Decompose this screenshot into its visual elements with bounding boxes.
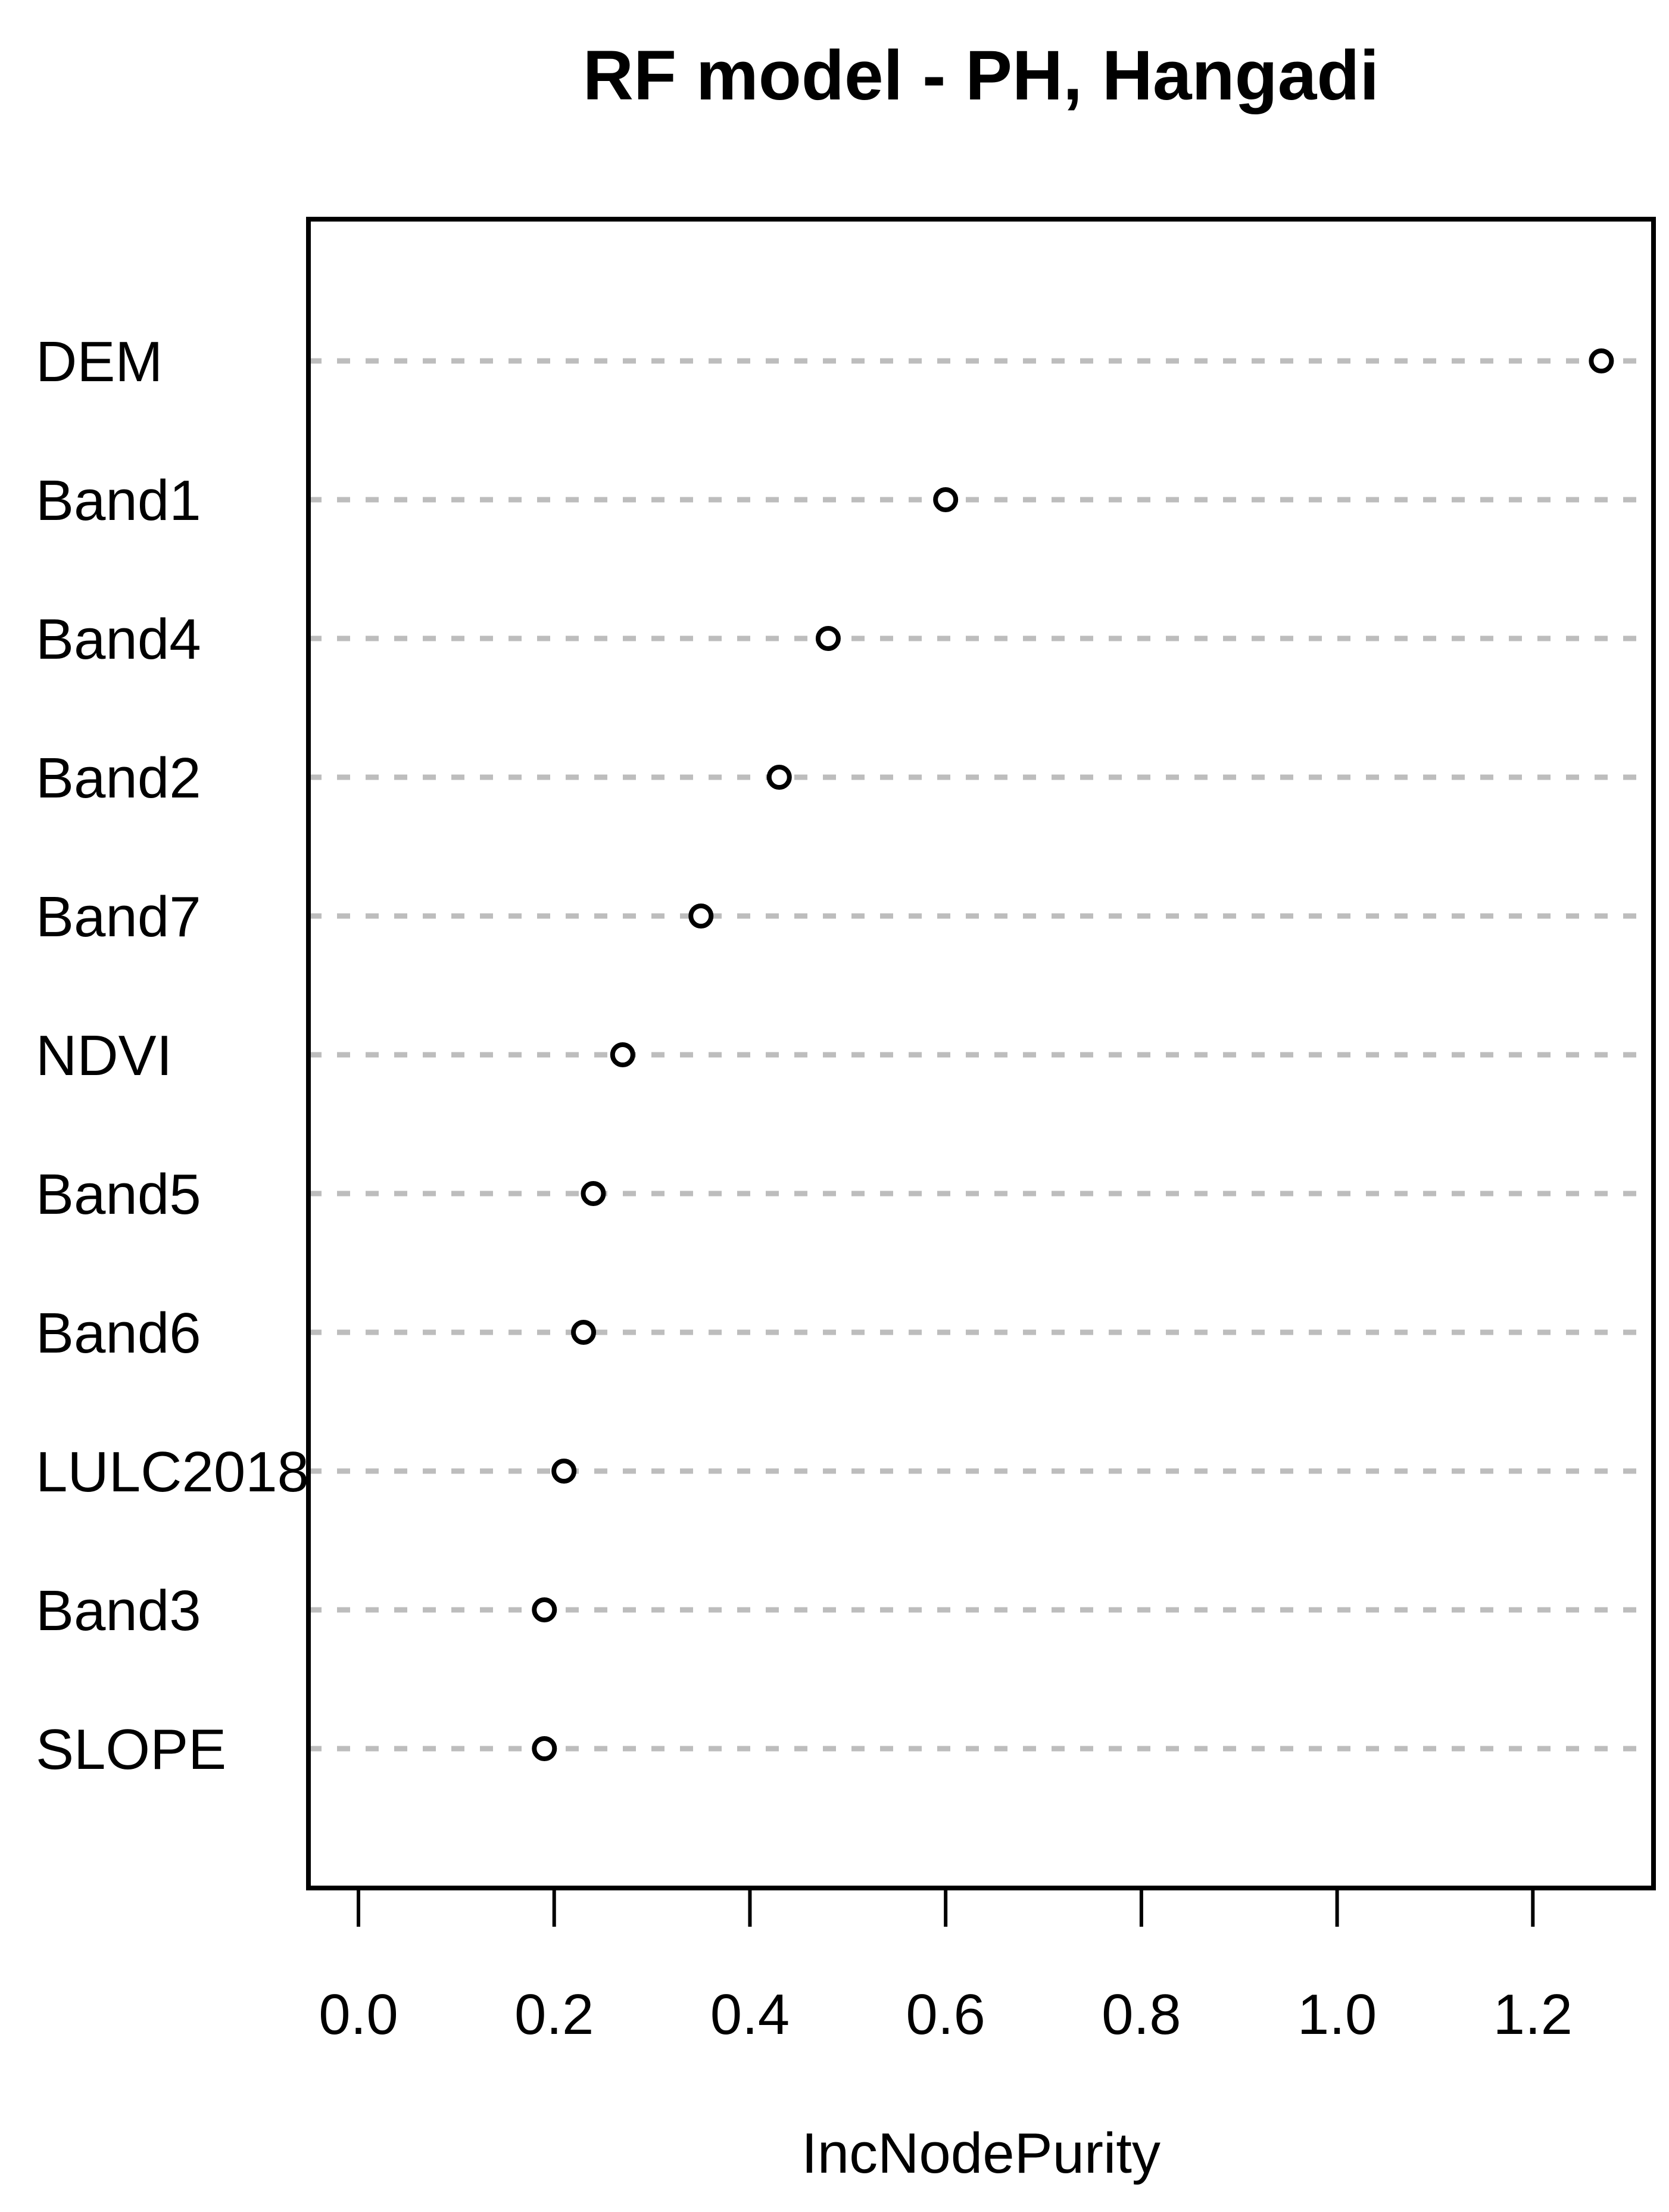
data-point-circle — [688, 904, 714, 929]
x-tick-label: 0.4 — [710, 1983, 790, 2046]
y-axis-label: Band5 — [36, 1163, 201, 1226]
x-tick-label: 0.6 — [906, 1983, 985, 2046]
data-point-circle — [571, 1320, 597, 1345]
chart-title: RF model - PH, Hangadi — [582, 36, 1380, 115]
data-point-circle — [610, 1042, 635, 1067]
data-point-circle — [1589, 348, 1614, 373]
y-axis-label: DEM — [36, 330, 163, 394]
data-point-circle — [581, 1181, 606, 1206]
plot-box — [306, 217, 1656, 1890]
x-tick-label: 1.2 — [1493, 1983, 1573, 2046]
y-axis-label: Band6 — [36, 1301, 201, 1365]
y-axis-label: SLOPE — [36, 1718, 226, 1781]
y-axis-label: Band3 — [36, 1579, 201, 1643]
data-point-circle — [532, 1597, 557, 1622]
y-axis-label: NDVI — [36, 1024, 172, 1088]
x-tick-label: 0.0 — [319, 1983, 398, 2046]
x-axis-title: IncNodePurity — [801, 2121, 1160, 2185]
data-point-circle — [933, 487, 959, 512]
y-axis-label: Band7 — [36, 885, 201, 949]
y-axis-label: Band1 — [36, 469, 201, 532]
y-axis-label: Band4 — [36, 607, 201, 671]
x-tick-label: 1.0 — [1297, 1983, 1377, 2046]
y-axis-label: Band2 — [36, 746, 201, 810]
x-tick-label: 0.2 — [514, 1983, 594, 2046]
data-point-circle — [551, 1459, 577, 1484]
data-point-circle — [766, 765, 792, 790]
y-axis-label: LULC2018 — [36, 1440, 309, 1504]
x-tick-label: 0.8 — [1102, 1983, 1181, 2046]
data-point-circle — [532, 1736, 557, 1761]
data-point-circle — [815, 626, 841, 651]
